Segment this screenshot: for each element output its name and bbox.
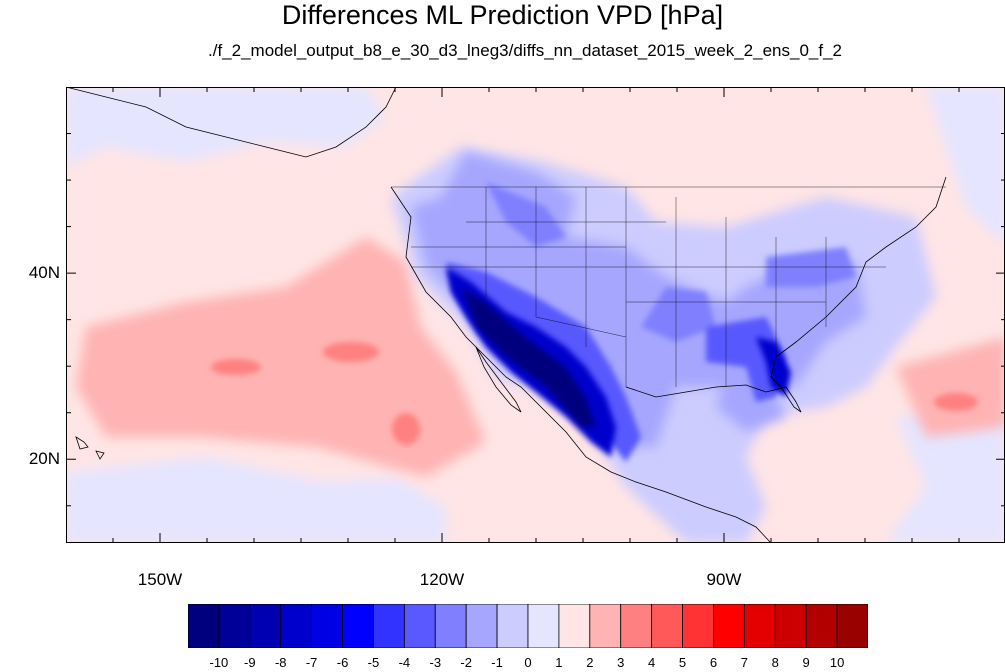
colorbar-tick-label: 5 xyxy=(678,655,687,670)
map-panel xyxy=(66,87,1005,543)
colorbar-tick-label: 2 xyxy=(586,655,594,670)
colorbar-labels: -10 -9 -8 -7 -6 -5 -4 -3 -2 -1 0 1 2 3 4 5 6 7 8 9 10 xyxy=(188,655,868,671)
admin-boundaries xyxy=(391,186,946,387)
colorbar-tick-label: -1 xyxy=(491,655,503,670)
colorbar-tick-label: -9 xyxy=(244,655,256,670)
colorbar-swatch xyxy=(805,604,838,648)
colorbar-swatch xyxy=(682,604,714,648)
lat-label-20n: 20N xyxy=(28,449,60,469)
map-title: Differences ML Prediction VPD [hPa] xyxy=(281,0,724,30)
colorbar-swatch xyxy=(620,604,653,648)
colorbar-tick-label: -4 xyxy=(398,655,411,670)
colorbar-swatch xyxy=(527,604,560,648)
colorbar-swatch xyxy=(836,604,868,648)
colorbar-swatch xyxy=(743,604,776,648)
colorbar-tick-label: 6 xyxy=(709,655,718,670)
colorbar-tick-label: -8 xyxy=(274,655,287,670)
colorbar-swatch xyxy=(218,604,251,648)
colorbar-tick-label: 8 xyxy=(771,655,779,670)
colorbar-swatch xyxy=(589,604,622,648)
colorbar-tick-label: -2 xyxy=(460,655,472,670)
colorbar-swatch xyxy=(496,604,529,648)
colorbar-tick-label: 0 xyxy=(524,655,532,670)
colorbar-swatch xyxy=(188,604,220,648)
colorbar-tick-label: -7 xyxy=(305,655,318,670)
lon-label-90w: 90W xyxy=(706,570,742,589)
colorbar-tick-label: 4 xyxy=(648,655,656,670)
colorbar-tick-label: 7 xyxy=(740,655,748,670)
colorbar-tick-label: -10 xyxy=(209,655,229,670)
axis-ticks xyxy=(66,87,1005,543)
colorbar-swatch xyxy=(774,604,807,648)
lon-label-120w: 120W xyxy=(419,570,465,589)
colorbar-tick-label: 9 xyxy=(802,655,810,670)
colorbar-swatch xyxy=(342,604,374,648)
colorbar-swatch xyxy=(434,604,467,648)
colorbar-tick-label: -3 xyxy=(429,655,442,670)
lon-label-150w: 150W xyxy=(137,570,183,589)
colorbar-swatch xyxy=(311,604,343,648)
colorbar-swatch xyxy=(280,604,313,648)
colorbar-swatch xyxy=(713,604,745,648)
lat-label-40n: 40N xyxy=(28,263,60,283)
colorbar-tick-label: 10 xyxy=(829,655,845,670)
colorbar-swatch xyxy=(403,604,436,648)
ocean-positive-band xyxy=(76,237,1005,477)
colorbar-swatch xyxy=(651,604,683,648)
colorbar-swatch xyxy=(373,604,405,648)
colorbar-tick-label: -5 xyxy=(367,655,380,670)
colorbar-swatch xyxy=(558,604,591,648)
colorbar-tick-label: 3 xyxy=(617,655,625,670)
colorbar-tick-label: 1 xyxy=(555,655,563,670)
map-subtitle: ./f_2_model_output_b8_e_30_d3_lneg3/diff… xyxy=(208,41,842,60)
colorbar xyxy=(188,604,868,648)
colorbar-swatch xyxy=(465,604,498,648)
map-canvas xyxy=(66,87,1005,543)
colorbar-swatch xyxy=(249,604,282,648)
colorbar-tick-label: -6 xyxy=(336,655,349,670)
